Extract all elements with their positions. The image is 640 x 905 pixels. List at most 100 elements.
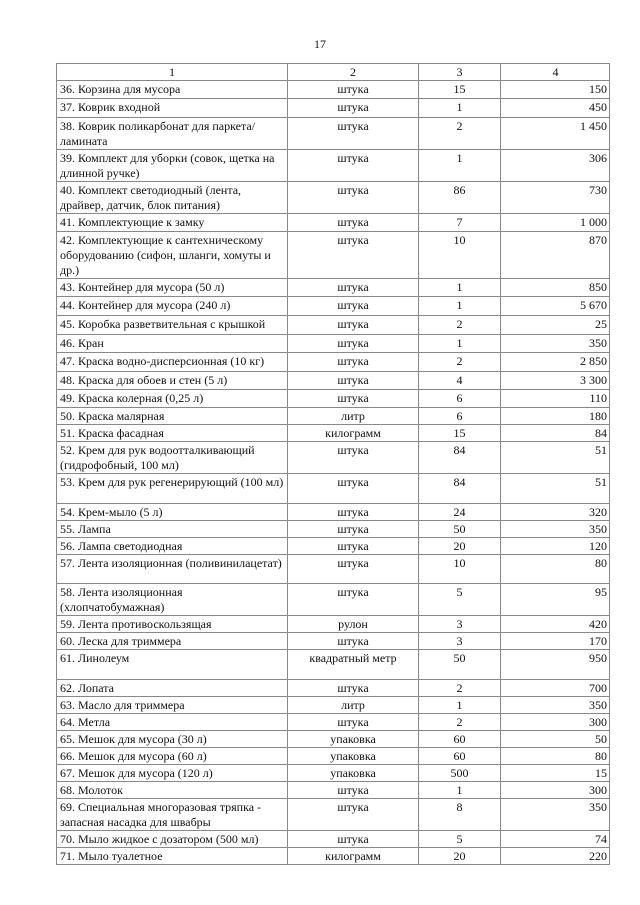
cell-unit: штука	[287, 334, 419, 353]
table-row: 58. Лента изоляционная (хлопчатобумажная…	[56, 583, 610, 616]
cell-quantity: 2	[418, 679, 501, 697]
cell-unit: штука	[287, 213, 419, 232]
table-row: 47. Краска водно-дисперсионная (10 кг) шт…	[56, 352, 610, 372]
table-row: 62. Лопата штука 2 700	[56, 679, 610, 697]
cell-item-name: 36. Корзина для мусора	[56, 80, 288, 99]
cell-quantity: 20	[418, 847, 501, 865]
cell-price: 51	[500, 473, 610, 504]
cell-unit: штука	[287, 181, 419, 214]
cell-item-name: 66. Мешок для мусора (60 л)	[56, 747, 288, 765]
cell-unit: штука	[287, 117, 419, 150]
cell-quantity: 1	[418, 98, 501, 118]
cell-quantity: 84	[418, 441, 501, 474]
cell-quantity: 86	[418, 181, 501, 214]
cell-quantity: 3	[418, 615, 501, 633]
cell-item-name: 44. Контейнер для мусора (240 л)	[56, 296, 288, 316]
cell-unit: штука	[287, 713, 419, 731]
cell-item-name: 41. Комплектующие к замку	[56, 213, 288, 232]
cell-item-name: 51. Краска фасадная	[56, 424, 288, 442]
cell-quantity: 50	[418, 520, 501, 538]
cell-item-name: 63. Масло для триммера	[56, 696, 288, 714]
cell-unit: штука	[287, 503, 419, 521]
cell-price: 220	[500, 847, 610, 865]
table-row: 56. Лампа светодиодная штука 20 120	[56, 537, 610, 555]
cell-item-name: 38. Коврик поликарбонат для паркета/ лам…	[56, 117, 288, 150]
cell-unit: штука	[287, 473, 419, 504]
table-row: 71. Мыло туалетное килограмм 20 220	[56, 847, 610, 865]
table-row: 65. Мешок для мусора (30 л) упаковка 60 50	[56, 730, 610, 748]
table-row: 49. Краска колерная (0,25 л) штука 6 110	[56, 389, 610, 408]
cell-price: 306	[500, 149, 610, 182]
table-row: 57. Лента изоляционная (поливинилацетат)…	[56, 554, 610, 584]
table-row: 66. Мешок для мусора (60 л) упаковка 60 80	[56, 747, 610, 765]
cell-quantity: 6	[418, 407, 501, 425]
cell-item-name: 65. Мешок для мусора (30 л)	[56, 730, 288, 748]
cell-price: 730	[500, 181, 610, 214]
table-row: 67. Мешок для мусора (120 л) упаковка 500 1…	[56, 764, 610, 782]
cell-quantity: 10	[418, 231, 501, 279]
cell-unit: штука	[287, 278, 419, 297]
table-row: 51. Краска фасадная килограмм 15 84	[56, 424, 610, 442]
cell-item-name: 69. Специальная многоразовая тряпка - за…	[56, 798, 288, 831]
header-col-3: 3	[418, 63, 501, 81]
cell-unit: штука	[287, 296, 419, 316]
cell-price: 51	[500, 441, 610, 474]
cell-unit: упаковка	[287, 764, 419, 782]
table-row: 70. Мыло жидкое с дозатором (500 мл) штук…	[56, 830, 610, 848]
cell-quantity: 15	[418, 424, 501, 442]
table-row: 55. Лампа штука 50 350	[56, 520, 610, 538]
cell-quantity: 50	[418, 649, 501, 680]
cell-unit: штука	[287, 80, 419, 99]
cell-item-name: 62. Лопата	[56, 679, 288, 697]
header-col-1: 1	[56, 63, 288, 81]
cell-unit: штука	[287, 583, 419, 616]
cell-price: 1 000	[500, 213, 610, 232]
cell-item-name: 39. Комплект для уборки (совок, щетка на…	[56, 149, 288, 182]
cell-quantity: 1	[418, 149, 501, 182]
cell-quantity: 2	[418, 117, 501, 150]
cell-item-name: 55. Лампа	[56, 520, 288, 538]
table-row: 42. Комплектующие к сантехническому обор…	[56, 231, 610, 279]
cell-price: 450	[500, 98, 610, 118]
cell-item-name: 57. Лента изоляционная (поливинилацетат)	[56, 554, 288, 584]
cell-quantity: 1	[418, 334, 501, 353]
cell-unit: штука	[287, 520, 419, 538]
cell-unit: штука	[287, 441, 419, 474]
cell-quantity: 1	[418, 696, 501, 714]
cell-item-name: 37. Коврик входной	[56, 98, 288, 118]
cell-item-name: 45. Коробка разветвительная с крышкой	[56, 315, 288, 335]
cell-item-name: 60. Леска для триммера	[56, 632, 288, 650]
cell-unit: штука	[287, 352, 419, 372]
cell-unit: штука	[287, 679, 419, 697]
header-col-2: 2	[287, 63, 419, 81]
cell-quantity: 60	[418, 730, 501, 748]
cell-unit: квадратный метр	[287, 649, 419, 680]
header-col-4: 4	[500, 63, 610, 81]
cell-item-name: 61. Линолеум	[56, 649, 288, 680]
cell-quantity: 10	[418, 554, 501, 584]
cell-item-name: 49. Краска колерная (0,25 л)	[56, 389, 288, 408]
cell-quantity: 5	[418, 583, 501, 616]
cell-price: 25	[500, 315, 610, 335]
cell-price: 84	[500, 424, 610, 442]
table-row: 37. Коврик входной штука 1 450	[56, 98, 610, 118]
table-row: 59. Лента противоскользящая рулон 3 420	[56, 615, 610, 633]
cell-price: 15	[500, 764, 610, 782]
table-header-row: 1 2 3 4	[56, 63, 610, 81]
table-row: 54. Крем-мыло (5 л) штука 24 320	[56, 503, 610, 521]
cell-unit: штука	[287, 554, 419, 584]
cell-item-name: 52. Крем для рук водоотталкивающий (гидр…	[56, 441, 288, 474]
cell-item-name: 42. Комплектующие к сантехническому обор…	[56, 231, 288, 279]
table-row: 43. Контейнер для мусора (50 л) штука 1 850	[56, 278, 610, 297]
cell-price: 80	[500, 554, 610, 584]
cell-quantity: 7	[418, 213, 501, 232]
cell-price: 50	[500, 730, 610, 748]
table-row: 48. Краска для обоев и стен (5 л) штука 4 3…	[56, 371, 610, 390]
cell-item-name: 48. Краска для обоев и стен (5 л)	[56, 371, 288, 390]
table-row: 60. Леска для триммера штука 3 170	[56, 632, 610, 650]
cell-price: 180	[500, 407, 610, 425]
cell-unit: штука	[287, 781, 419, 799]
cell-unit: штука	[287, 315, 419, 335]
cell-quantity: 5	[418, 830, 501, 848]
cell-quantity: 6	[418, 389, 501, 408]
